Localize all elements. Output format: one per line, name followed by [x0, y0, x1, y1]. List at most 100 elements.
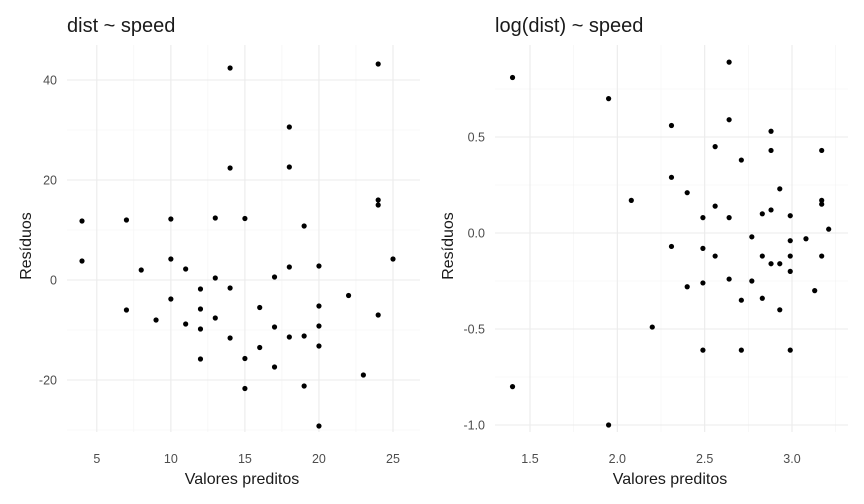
left-data-point [197, 286, 204, 292]
left-data-point [138, 267, 144, 273]
left-data-point [227, 285, 233, 291]
left-data-point [227, 335, 233, 341]
left-y-axis-title: Resíduos [18, 212, 35, 280]
left-data-point [390, 256, 396, 262]
right-y-tick-label: 0.0 [468, 227, 485, 241]
left-data-point [197, 356, 204, 362]
left-data-point [301, 333, 307, 339]
right-data-point [712, 203, 718, 209]
left-data-point [168, 216, 174, 222]
right-data-point [777, 307, 783, 313]
left-data-point [183, 321, 189, 327]
right-data-point [787, 238, 793, 244]
left-data-point [197, 326, 204, 332]
left-x-tick-label: 20 [312, 452, 326, 466]
right-data-point [787, 347, 793, 353]
right-x-tick-label: 1.5 [521, 452, 538, 466]
left-data-point [242, 355, 248, 362]
right-data-point [684, 190, 690, 196]
left-data-point [212, 275, 218, 281]
left-tick-labels: 5 10 15 20 25 -20 0 20 40 [39, 74, 400, 467]
right-data-point [726, 117, 732, 123]
right-data-point [768, 207, 774, 213]
left-x-axis-title: Valores preditos [185, 471, 299, 488]
left-data-point [271, 364, 278, 370]
left-data-point [197, 306, 204, 312]
left-data-point [316, 323, 322, 329]
left-data-point [271, 274, 278, 280]
right-data-point [819, 197, 825, 203]
right-data-point [684, 284, 690, 290]
left-data-point [316, 263, 322, 269]
left-panel: dist ~ speed 5 10 15 20 25 -20 0 20 40 Valores p… [18, 15, 420, 488]
left-data-point [168, 256, 174, 262]
right-data-point [668, 243, 675, 250]
right-data-point [726, 59, 732, 65]
right-data-point [749, 234, 755, 240]
left-data-point [227, 165, 233, 171]
left-data-point [257, 304, 263, 311]
right-tick-labels: 1.5 2.0 2.5 3.0 -1.0 -0.5 0.0 0.5 [463, 131, 800, 467]
left-y-tick-label: 0 [50, 274, 57, 288]
left-x-tick-label: 15 [238, 452, 252, 466]
left-data-point [301, 383, 307, 389]
left-y-tick-label: 20 [43, 174, 57, 188]
left-y-tick-label: 40 [43, 74, 57, 88]
left-data-point [227, 65, 233, 71]
left-data-point [286, 334, 292, 340]
left-data-point [375, 312, 381, 318]
left-data-point [153, 317, 159, 323]
right-data-point [759, 211, 765, 217]
right-data-point [712, 144, 718, 150]
left-data-point [168, 296, 174, 302]
right-data-point [826, 226, 832, 232]
right-data-point [668, 122, 675, 129]
left-data-point [242, 385, 248, 392]
right-data-point [819, 201, 825, 207]
right-data-point [812, 288, 818, 294]
left-data-point [123, 217, 130, 223]
right-data-point [509, 74, 516, 81]
right-data-point [606, 422, 612, 428]
right-y-axis-title: Resíduos [440, 212, 457, 280]
right-data-point [700, 347, 706, 353]
left-x-tick-label: 10 [164, 452, 178, 466]
right-data-point [777, 261, 783, 267]
left-data-point [286, 164, 292, 170]
right-data-point [768, 261, 774, 267]
right-grid [495, 45, 848, 432]
left-points [79, 61, 396, 429]
left-data-point [316, 303, 322, 309]
right-plot-title: log(dist) ~ speed [495, 15, 643, 37]
left-data-point [375, 202, 381, 208]
right-data-point [819, 147, 825, 154]
left-data-point [301, 223, 307, 229]
right-data-point [700, 215, 706, 221]
left-x-tick-label: 5 [93, 452, 100, 466]
right-x-axis-title: Valores preditos [613, 471, 727, 488]
right-data-point [726, 276, 732, 282]
left-data-point [212, 215, 218, 221]
right-data-point [787, 253, 793, 259]
right-data-point [768, 147, 774, 154]
left-data-point [375, 61, 381, 67]
left-data-point [271, 324, 278, 330]
right-data-point [738, 347, 744, 353]
left-data-point [345, 292, 352, 299]
right-data-point [700, 280, 706, 286]
right-data-point [668, 174, 675, 180]
right-panel: log(dist) ~ speed 1.5 2.0 2.5 3.0 -1.0 -0.5 0.… [440, 15, 848, 488]
right-data-point [628, 197, 634, 203]
left-grid [67, 45, 420, 432]
right-data-point [749, 278, 755, 284]
left-data-point [316, 423, 322, 429]
left-data-point [212, 315, 218, 321]
left-data-point [79, 258, 85, 264]
left-data-point [316, 343, 322, 349]
right-data-point [606, 96, 612, 102]
right-data-point [759, 295, 765, 301]
left-data-point [257, 344, 263, 351]
right-data-point [738, 157, 744, 163]
right-data-point [768, 128, 774, 134]
